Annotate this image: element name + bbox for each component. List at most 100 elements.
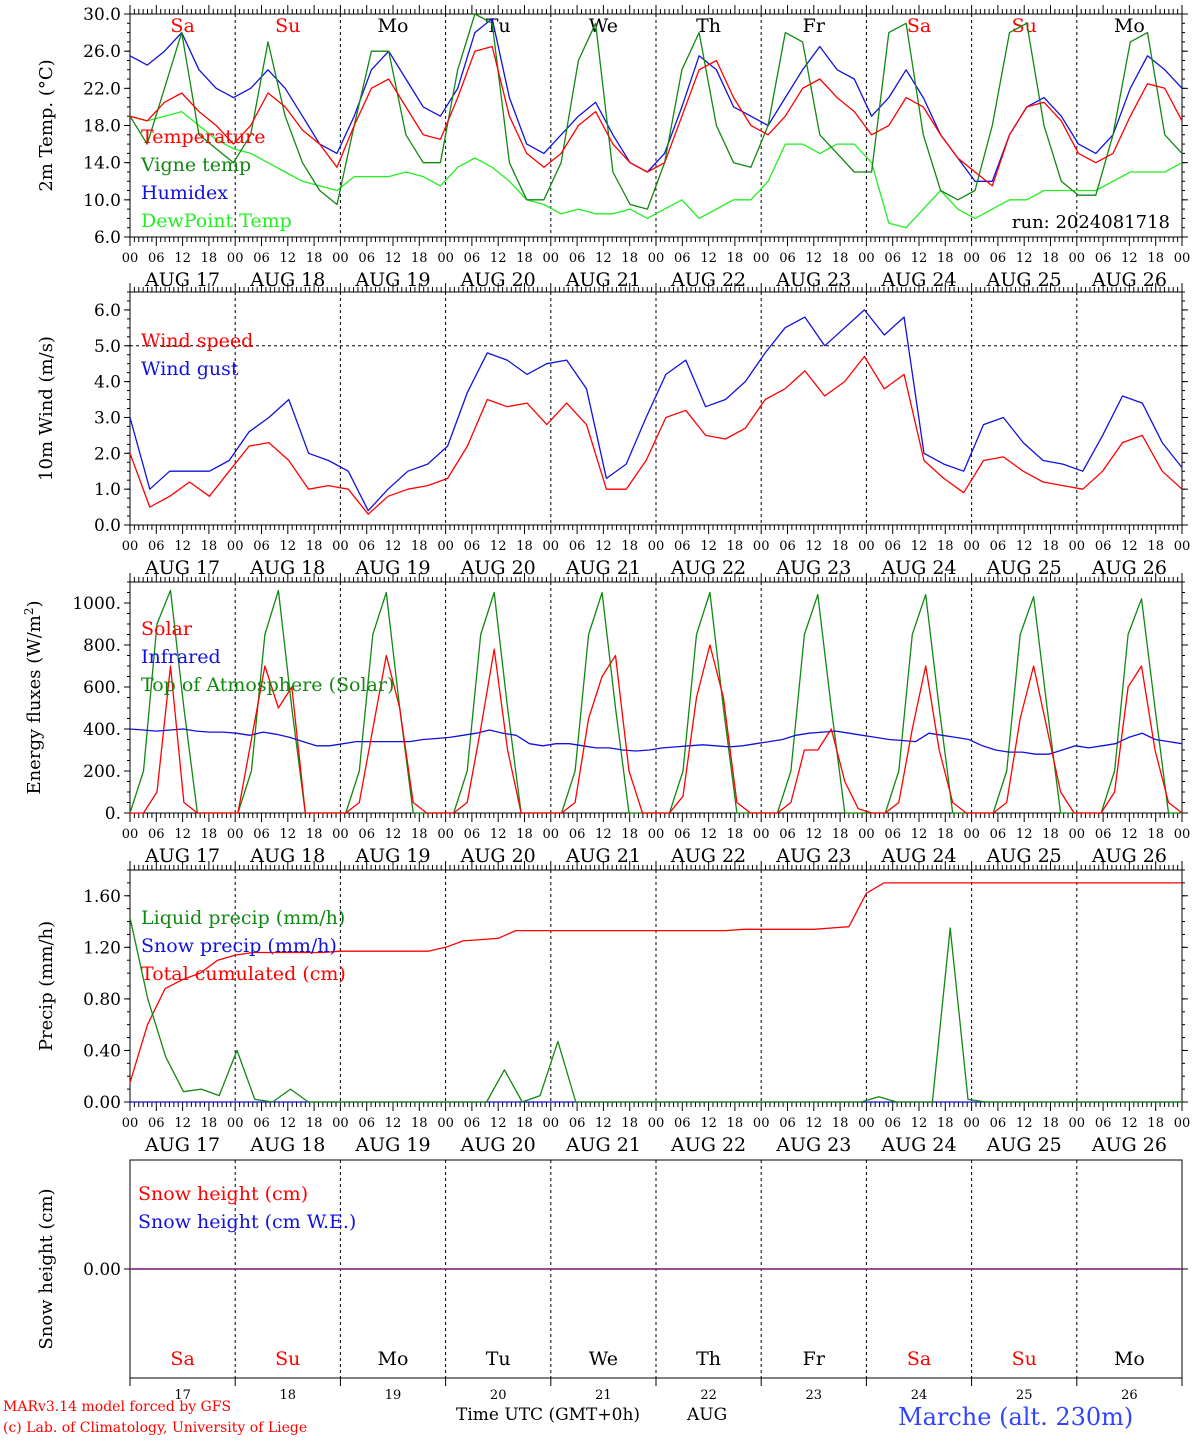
- hour-label: 06: [990, 827, 1007, 842]
- weekday-label: Su: [275, 1348, 300, 1370]
- panel-frame: [129, 13, 1183, 238]
- hour-label: 12: [911, 1116, 928, 1131]
- hour-label: 18: [306, 827, 323, 842]
- hour-label: 06: [253, 539, 270, 554]
- day-number: 18: [280, 1388, 297, 1403]
- hour-label: 06: [779, 1116, 796, 1131]
- hour-label: 18: [1042, 1116, 1059, 1131]
- hour-label: 00: [437, 539, 454, 554]
- weekday-label: Th: [696, 1348, 721, 1370]
- hour-label: 12: [490, 827, 507, 842]
- hour-label: 06: [358, 251, 375, 266]
- hour-label: 18: [832, 1116, 849, 1131]
- weekday-label: Sa: [907, 1348, 931, 1370]
- hour-label: 00: [858, 251, 875, 266]
- legend-entry: Total cumulated (cm): [141, 963, 346, 985]
- hour-label: 06: [779, 539, 796, 554]
- date-label: AUG 19: [354, 557, 430, 579]
- hour-label: 18: [832, 827, 849, 842]
- hour-label: 12: [595, 1116, 612, 1131]
- date-label: AUG 23: [775, 1134, 851, 1156]
- hour-label: 12: [595, 251, 612, 266]
- date-label: AUG 25: [986, 845, 1062, 867]
- hour-label: 00: [122, 827, 139, 842]
- series-line: [129, 45, 1183, 187]
- hour-label: 00: [332, 251, 349, 266]
- series-line: [129, 728, 1183, 755]
- hour-label: 18: [411, 827, 428, 842]
- date-label: AUG 17: [144, 269, 220, 291]
- y-tick-label: 26.0: [83, 42, 121, 62]
- hour-label: 06: [464, 1116, 481, 1131]
- date-label: AUG 19: [354, 269, 430, 291]
- hour-label: 18: [937, 251, 954, 266]
- y-tick-label: 1.20: [83, 938, 121, 958]
- hour-label: 00: [1069, 251, 1086, 266]
- y-tick-label: 0.: [105, 804, 121, 824]
- date-label: AUG 24: [880, 557, 956, 579]
- panel-5: 0.00 Snow height (cm) Sa 17 Su 18 Mo 19 Tu 20 We 21…: [36, 1159, 1188, 1403]
- hour-label: 00: [543, 251, 560, 266]
- legend-entry: Temperature: [141, 126, 265, 148]
- series-line: [129, 110, 1183, 229]
- date-label: AUG 26: [1091, 845, 1167, 867]
- day-number: 22: [700, 1388, 717, 1403]
- date-label: AUG 25: [986, 1134, 1062, 1156]
- date-label: AUG 25: [986, 269, 1062, 291]
- hour-label: 12: [1016, 827, 1033, 842]
- weekday-label: Tu: [486, 1348, 511, 1370]
- hour-label: 00: [543, 1116, 560, 1131]
- hour-label: 12: [385, 251, 402, 266]
- hour-label: 00: [227, 539, 244, 554]
- hour-label: 18: [832, 251, 849, 266]
- hour-label: 18: [727, 539, 744, 554]
- hour-label: 06: [1095, 827, 1112, 842]
- date-label: AUG 17: [144, 845, 220, 867]
- day-number: 23: [806, 1388, 823, 1403]
- date-label: AUG 23: [775, 269, 851, 291]
- legend-entry: Infrared: [141, 646, 221, 668]
- legend-entry: Solar: [141, 618, 193, 640]
- hour-label: 12: [490, 251, 507, 266]
- hour-label: 12: [174, 251, 191, 266]
- hour-label: 00: [1069, 1116, 1086, 1131]
- hour-label: 06: [884, 1116, 901, 1131]
- weekday-label: Su: [1012, 1348, 1037, 1370]
- legend-entry: Wind gust: [141, 358, 239, 380]
- hour-label: 00: [437, 251, 454, 266]
- hour-label: 12: [595, 539, 612, 554]
- y-tick-label: 6.0: [94, 228, 121, 248]
- hour-label: 00: [648, 251, 665, 266]
- hour-label: 18: [937, 1116, 954, 1131]
- date-label: AUG 17: [144, 1134, 220, 1156]
- y-tick-label: 400.: [83, 720, 121, 740]
- legend-entry: Snow height (cm): [138, 1183, 308, 1205]
- weekday-label: We: [589, 15, 618, 37]
- hour-label: 18: [727, 251, 744, 266]
- weekday-label: Fr: [803, 1348, 826, 1370]
- hour-label: 12: [911, 827, 928, 842]
- hour-label: 12: [490, 539, 507, 554]
- hour-label: 18: [727, 827, 744, 842]
- y-tick-label: 14.0: [83, 154, 121, 174]
- weekday-label: Mo: [1114, 15, 1145, 37]
- date-label: AUG 26: [1091, 557, 1167, 579]
- weekday-label: Su: [1012, 15, 1037, 37]
- hour-label: 00: [963, 251, 980, 266]
- y-tick-label: 6.0: [94, 301, 121, 321]
- hour-label: 06: [148, 251, 165, 266]
- day-number: 20: [490, 1388, 507, 1403]
- hour-label: 06: [779, 251, 796, 266]
- hour-label: 06: [464, 827, 481, 842]
- hour-label: 18: [1042, 827, 1059, 842]
- series-line: [129, 917, 1182, 1103]
- legend-entry: Snow height (cm W.E.): [138, 1211, 356, 1233]
- date-label: AUG 21: [565, 845, 641, 867]
- hour-label: 06: [358, 539, 375, 554]
- y-axis-title: Snow height (cm): [36, 1188, 57, 1349]
- hour-label: 00: [753, 539, 770, 554]
- hour-label: 18: [1042, 539, 1059, 554]
- weekday-label: Mo: [378, 15, 409, 37]
- series-line: [129, 355, 1183, 515]
- hour-label: 18: [621, 1116, 638, 1131]
